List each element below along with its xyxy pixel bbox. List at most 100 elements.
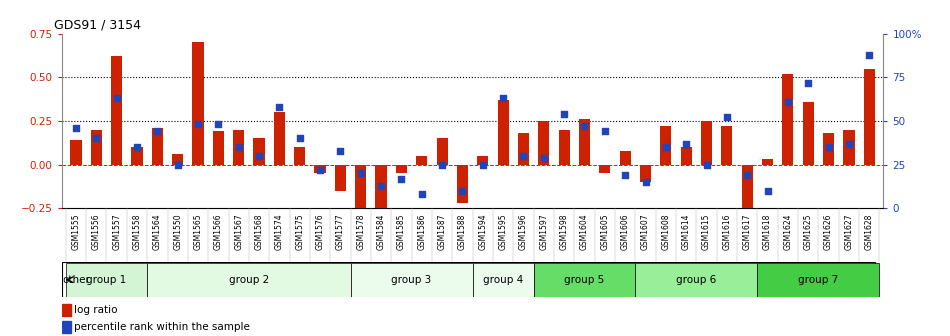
Point — [109, 95, 124, 101]
Bar — [91, 130, 102, 165]
Bar — [62, 304, 71, 316]
Point — [475, 162, 490, 167]
Point — [272, 104, 287, 110]
Bar — [233, 130, 244, 165]
Bar — [803, 102, 814, 165]
Point — [598, 129, 613, 134]
Text: GSM1607: GSM1607 — [641, 214, 650, 250]
FancyBboxPatch shape — [757, 263, 880, 297]
Text: GSM1576: GSM1576 — [315, 214, 325, 250]
Text: GSM1628: GSM1628 — [864, 214, 874, 250]
Text: GSM1605: GSM1605 — [600, 214, 609, 250]
Point — [658, 144, 674, 150]
Text: GDS91 / 3154: GDS91 / 3154 — [53, 18, 141, 31]
Text: group 5: group 5 — [564, 275, 604, 285]
Point — [862, 52, 877, 57]
Text: GSM1627: GSM1627 — [845, 214, 853, 250]
Point — [434, 162, 449, 167]
Bar — [457, 165, 468, 203]
Point — [353, 171, 369, 176]
Text: GSM1584: GSM1584 — [376, 214, 386, 250]
Bar — [70, 140, 82, 165]
Bar — [152, 128, 163, 165]
Point — [678, 141, 694, 146]
Bar — [864, 69, 875, 165]
Bar — [762, 159, 773, 165]
Text: group 3: group 3 — [391, 275, 431, 285]
Point — [455, 188, 470, 194]
FancyBboxPatch shape — [472, 263, 534, 297]
Point — [516, 153, 531, 159]
Text: GSM1550: GSM1550 — [173, 214, 182, 250]
Text: GSM1574: GSM1574 — [275, 214, 284, 250]
FancyBboxPatch shape — [66, 263, 147, 297]
Text: GSM1557: GSM1557 — [112, 214, 122, 250]
Point — [842, 141, 857, 146]
Text: GSM1614: GSM1614 — [682, 214, 691, 250]
Bar — [314, 165, 326, 173]
Point — [332, 148, 348, 153]
Text: GSM1597: GSM1597 — [540, 214, 548, 250]
Text: GSM1564: GSM1564 — [153, 214, 162, 250]
Text: GSM1568: GSM1568 — [255, 214, 263, 250]
Bar — [782, 74, 793, 165]
Text: GSM1555: GSM1555 — [71, 214, 81, 250]
FancyBboxPatch shape — [636, 263, 757, 297]
Bar — [334, 165, 346, 191]
Point — [740, 172, 755, 178]
Text: GSM1598: GSM1598 — [560, 214, 569, 250]
Point — [313, 167, 328, 173]
Bar — [172, 154, 183, 165]
Bar — [721, 126, 732, 165]
Text: GSM1588: GSM1588 — [458, 214, 467, 250]
Text: GSM1615: GSM1615 — [702, 214, 711, 250]
Text: GSM1617: GSM1617 — [743, 214, 751, 250]
Bar — [640, 165, 651, 182]
Point — [801, 80, 816, 85]
Text: GSM1587: GSM1587 — [438, 214, 446, 250]
Text: GSM1558: GSM1558 — [132, 214, 142, 250]
Bar — [193, 42, 203, 165]
Point — [373, 183, 389, 188]
Bar — [294, 147, 305, 165]
Bar — [375, 165, 387, 217]
Text: GSM1596: GSM1596 — [519, 214, 528, 250]
Text: GSM1556: GSM1556 — [92, 214, 101, 250]
FancyBboxPatch shape — [351, 263, 472, 297]
Bar — [680, 147, 692, 165]
Point — [496, 95, 511, 101]
Point — [211, 122, 226, 127]
Bar — [539, 121, 549, 165]
Text: group 4: group 4 — [483, 275, 523, 285]
Text: GSM1626: GSM1626 — [824, 214, 833, 250]
Point — [231, 144, 246, 150]
Bar — [436, 138, 447, 165]
Bar — [559, 130, 570, 165]
Text: GSM1624: GSM1624 — [784, 214, 792, 250]
Text: GSM1566: GSM1566 — [214, 214, 223, 250]
Point — [577, 124, 592, 129]
Bar — [62, 321, 71, 333]
Point — [394, 176, 409, 181]
Bar — [477, 156, 488, 165]
Bar — [579, 119, 590, 165]
Point — [719, 115, 734, 120]
Point — [637, 179, 653, 185]
Bar — [599, 165, 611, 173]
Text: log ratio: log ratio — [74, 305, 117, 315]
Text: GSM1606: GSM1606 — [620, 214, 630, 250]
Point — [129, 144, 144, 150]
Text: percentile rank within the sample: percentile rank within the sample — [74, 322, 250, 332]
Point — [557, 111, 572, 117]
Point — [780, 99, 795, 104]
Bar — [619, 151, 631, 165]
Text: GSM1585: GSM1585 — [397, 214, 406, 250]
Text: GSM1586: GSM1586 — [417, 214, 427, 250]
Point — [414, 192, 429, 197]
Point — [293, 136, 308, 141]
Bar — [131, 147, 142, 165]
Text: group 1: group 1 — [86, 275, 126, 285]
Text: GSM1604: GSM1604 — [580, 214, 589, 250]
Bar — [823, 133, 834, 165]
Text: GSM1565: GSM1565 — [194, 214, 202, 250]
